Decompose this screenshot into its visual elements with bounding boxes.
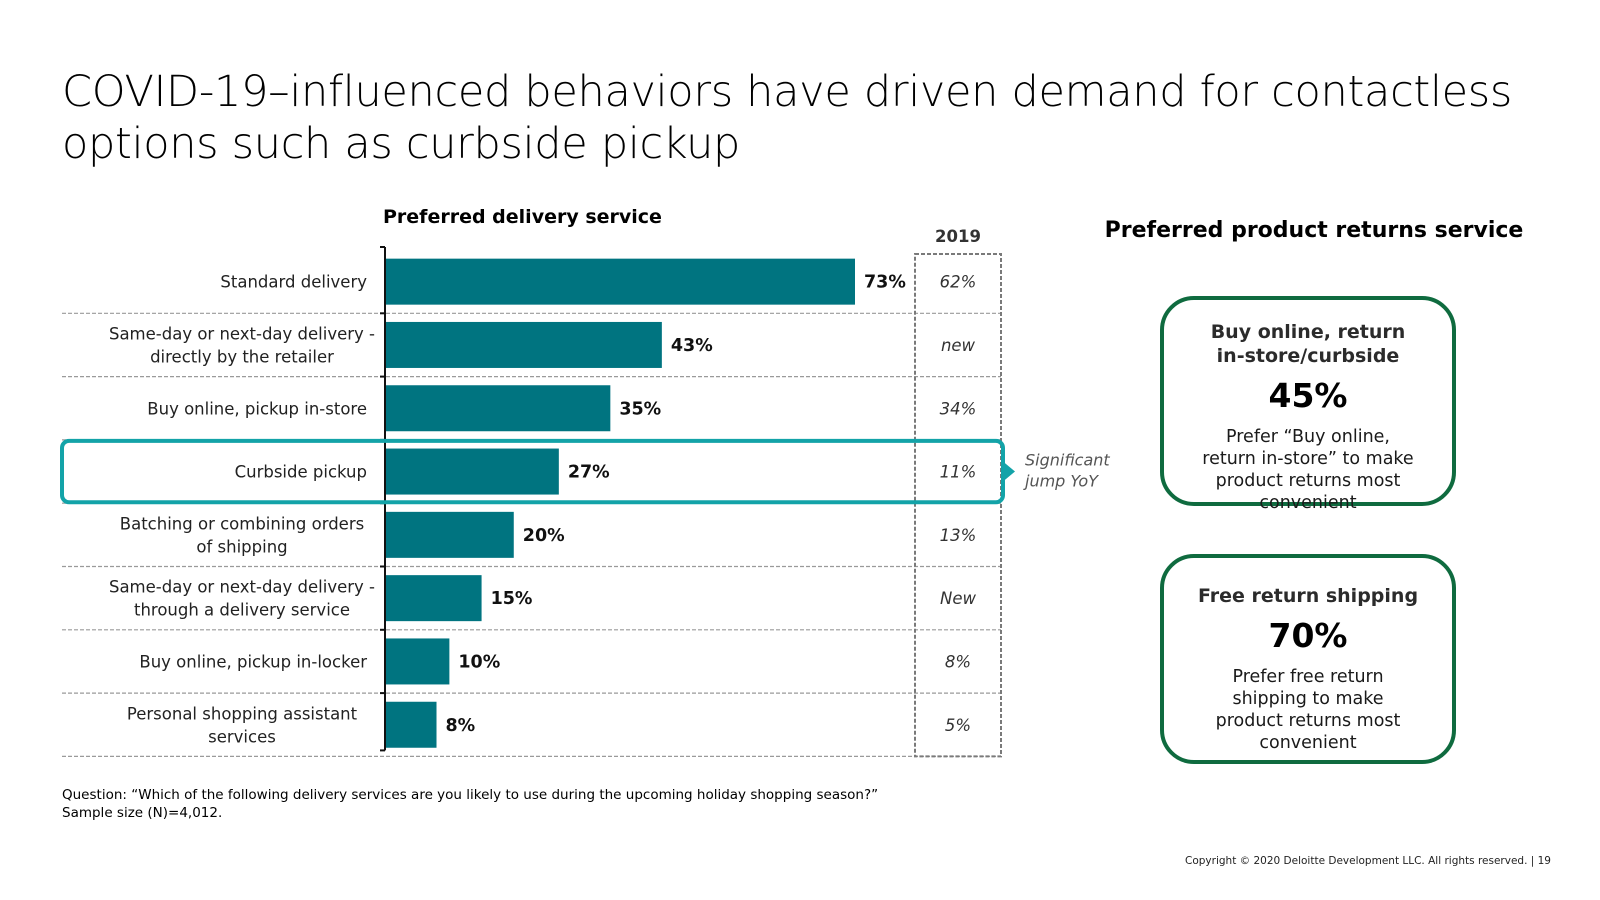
card-value: 45% xyxy=(1268,376,1348,415)
return-card-free-return-shipping: Free return shipping 70% Prefer free ret… xyxy=(1160,554,1456,764)
highlight-arrow xyxy=(1003,461,1015,482)
category-label: Batching or combining orders of shipping xyxy=(120,514,364,556)
category-label: Standard delivery xyxy=(220,273,367,292)
data-label: 20% xyxy=(523,526,565,546)
data-label: 15% xyxy=(491,589,533,609)
card-description: Prefer “Buy online, return in-store” to … xyxy=(1202,427,1414,513)
bar xyxy=(385,385,611,432)
comparison-value: 8% xyxy=(945,652,971,671)
data-label: 35% xyxy=(619,399,661,419)
copyright: Copyright © 2020 Deloitte Development LL… xyxy=(1185,855,1551,867)
card-value: 70% xyxy=(1268,616,1348,655)
data-label: 43% xyxy=(671,336,713,356)
bar xyxy=(385,701,437,748)
comparison-value: New xyxy=(940,589,976,608)
comparison-value: new xyxy=(941,336,976,355)
data-label: 10% xyxy=(458,652,500,672)
return-card-buy-online-return-in-store: Buy online, return in-store/curbside 45%… xyxy=(1160,296,1456,513)
category-label: Personal shopping assistant services xyxy=(127,704,358,746)
comparison-value: 5% xyxy=(945,716,971,735)
bar xyxy=(385,258,855,305)
bar xyxy=(385,448,559,495)
page-title: COVID-19–influenced behaviors have drive… xyxy=(62,67,1513,169)
category-label: Same-day or next-day delivery -through a… xyxy=(109,578,375,620)
card-title: Buy online, return in-store/curbside xyxy=(1210,321,1406,367)
chart-title: Preferred delivery service xyxy=(383,206,662,228)
data-label: 27% xyxy=(568,463,610,483)
bar xyxy=(385,575,482,622)
card-description: Prefer free return shipping to make prod… xyxy=(1215,667,1401,753)
footnote-sample: Sample size (N)=4,012. xyxy=(62,805,223,821)
footnote-question: Question: “Which of the following delive… xyxy=(62,787,879,803)
bar xyxy=(385,321,662,368)
data-label: 8% xyxy=(446,716,476,736)
category-label: Buy online, pickup in-store xyxy=(147,399,367,418)
comparison-value: 11% xyxy=(940,463,977,482)
data-label: 73% xyxy=(864,273,906,293)
category-label: Curbside pickup xyxy=(235,463,367,482)
category-label: Buy online, pickup in-locker xyxy=(139,652,367,671)
comparison-column-box xyxy=(914,253,1002,758)
footnote: Question: “Which of the following delive… xyxy=(62,786,878,822)
highlight-note: Significant jump YoY xyxy=(1023,451,1110,491)
comparison-value: 13% xyxy=(940,526,977,545)
comparison-column-header: 2019 xyxy=(935,227,981,246)
bar xyxy=(385,638,450,685)
card-title: Free return shipping xyxy=(1197,585,1419,607)
category-label: Same-day or next-day delivery -directly … xyxy=(109,324,375,366)
returns-heading: Preferred product returns service xyxy=(1104,218,1524,243)
comparison-value: 34% xyxy=(940,399,977,418)
bar xyxy=(385,511,514,558)
comparison-value: 62% xyxy=(940,273,977,292)
